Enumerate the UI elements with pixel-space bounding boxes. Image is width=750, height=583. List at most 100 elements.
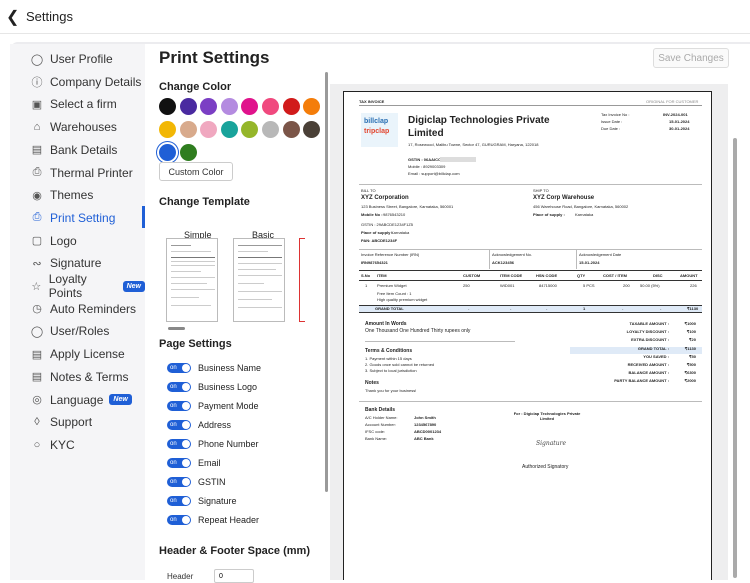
color-swatch[interactable]	[262, 121, 279, 138]
panel-resize-handle[interactable]	[325, 72, 328, 492]
toggle-on-text: on	[170, 478, 177, 485]
sidebar-item-auto-reminders[interactable]: ◷ Auto Reminders	[30, 298, 145, 320]
toggle-knob	[182, 477, 190, 486]
summary-value: ₹1000	[684, 321, 696, 326]
template-scrollbar[interactable]	[168, 327, 185, 330]
sidebar-item-loyalty-points[interactable]: ☆ Loyalty Points New	[30, 272, 145, 300]
toggle-switch[interactable]: on	[167, 400, 191, 411]
toggle-label: Address	[198, 419, 232, 430]
col-custom: CUSTOM	[463, 273, 481, 278]
summary-label: LOYALTY DISCOUNT :	[626, 329, 669, 335]
summary-label: TAXABLE AMOUNT :	[629, 321, 669, 326]
meta-value-1: 15-01-2024	[669, 119, 690, 124]
sidebar-item-user-profile[interactable]: ◯ User Profile	[30, 48, 145, 70]
color-swatch[interactable]	[241, 121, 259, 138]
toggle-row-signature: on Signature	[167, 493, 237, 508]
toggle-switch[interactable]: on	[167, 438, 191, 449]
col-hsn: HSN CODE	[536, 273, 558, 278]
color-swatch[interactable]	[179, 98, 197, 115]
sidebar-item-support[interactable]: ◊ Support	[30, 411, 145, 433]
bill-to-address: 123 Business Street, Bangalore, Karnatak…	[361, 204, 454, 209]
toggle-knob	[182, 401, 190, 410]
ship-to-address: 456 Warehouse Road, Bangalore, Karnataka…	[533, 204, 629, 209]
page-title: Print Settings	[159, 48, 270, 67]
grand-total-row	[359, 305, 702, 313]
save-changes-button[interactable]: Save Changes	[653, 48, 729, 68]
color-swatch[interactable]	[282, 121, 300, 138]
toggle-label: Repeat Header	[198, 514, 260, 525]
toggle-switch[interactable]: on	[167, 362, 191, 373]
bill-to-gstin: GSTIN : 29ABCDE1234F1Z5	[361, 222, 414, 227]
toggle-switch[interactable]: on	[167, 514, 191, 525]
warehouse-icon: ⌂	[33, 121, 41, 134]
sidebar-item-apply-license[interactable]: ▤ Apply License	[30, 343, 145, 365]
sidebar-item-bank-details[interactable]: ▤ Bank Details	[30, 139, 145, 161]
sidebar-item-language[interactable]: ◎ Language New	[30, 389, 145, 411]
color-swatch[interactable]	[241, 98, 259, 115]
summary-highlight	[570, 347, 702, 354]
color-swatch[interactable]	[220, 98, 238, 115]
preview-scrollbar[interactable]	[733, 138, 737, 578]
header-space-input[interactable]	[214, 569, 254, 583]
sidebar-item-kyc[interactable]: ○ KYC	[30, 434, 145, 456]
sidebar-item-warehouses[interactable]: ⌂ Warehouses	[30, 116, 145, 138]
color-swatch[interactable]	[200, 121, 218, 138]
color-swatch[interactable]	[262, 98, 279, 115]
sidebar-item-logo[interactable]: ▢ Logo	[30, 230, 145, 252]
row-code: WID001	[500, 283, 515, 288]
sidebar-item-label: Apply License	[50, 347, 125, 362]
meta-label-1: Issue Date :	[601, 119, 623, 124]
template-basic-thumb[interactable]	[233, 238, 285, 322]
sidebar-item-signature[interactable]: ∾ Signature	[30, 252, 145, 274]
color-swatch[interactable]	[303, 121, 321, 138]
sidebar-item-themes[interactable]: ◉ Themes	[30, 184, 145, 206]
sidebar-item-user-roles[interactable]: ◯ User/Roles	[30, 320, 145, 342]
row-disc: 50.00 (5%)	[640, 283, 660, 288]
template-simple-thumb[interactable]	[166, 238, 218, 322]
color-swatch[interactable]	[159, 121, 176, 138]
col-amount: AMOUNT	[680, 273, 698, 278]
template-carousel[interactable]: Simple Basic	[159, 218, 305, 330]
image-icon: ▢	[31, 235, 43, 248]
sidebar-item-select-a-firm[interactable]: ▣ Select a firm	[30, 93, 145, 115]
toggle-switch[interactable]: on	[167, 381, 191, 392]
sidebar-item-thermal-printer[interactable]: ⎙ Thermal Printer	[30, 162, 145, 184]
ship-to-name: XYZ Corp Warehouse	[533, 195, 595, 201]
company-mobile: Mobile : 8929003309	[408, 164, 446, 169]
toggle-row-phone-number: on Phone Number	[167, 436, 259, 451]
change-color-title: Change Color	[159, 81, 232, 93]
color-swatch[interactable]	[179, 144, 197, 161]
toggle-switch[interactable]: on	[167, 476, 191, 487]
template-next-thumb[interactable]	[299, 238, 305, 322]
sidebar-item-label: Bank Details	[50, 142, 118, 157]
irn-value: IRN987654321	[361, 260, 388, 265]
invoice-document	[343, 91, 712, 580]
company-gstin: GSTIN : 06AAICC	[408, 157, 441, 162]
toggle-switch[interactable]: on	[167, 419, 191, 430]
sidebar-item-company-details[interactable]: ⓘ Company Details	[30, 71, 145, 93]
toggle-switch[interactable]: on	[167, 457, 191, 468]
toggle-switch[interactable]: on	[167, 495, 191, 506]
color-swatch[interactable]	[200, 98, 218, 115]
settings-title: Settings	[26, 9, 73, 24]
col-sno: S.No	[361, 273, 371, 278]
row-sub-2: High quality premium widget	[377, 297, 428, 302]
bill-to-title: BILL TO	[361, 188, 376, 193]
top-bar: ❮ Settings	[0, 0, 750, 34]
row-sub-1: Free Item Count : 1	[377, 291, 412, 296]
color-swatch[interactable]	[220, 121, 238, 138]
color-swatch[interactable]	[179, 121, 197, 138]
sidebar-item-notes-terms[interactable]: ▤ Notes & Terms	[30, 366, 145, 388]
authorized-signatory: Authorized Signatory	[522, 464, 569, 470]
color-swatch[interactable]	[159, 98, 176, 115]
color-swatch[interactable]	[282, 98, 300, 115]
sidebar-item-print-setting[interactable]: ⎙ Print Setting	[30, 207, 145, 229]
info-icon: ⓘ	[31, 76, 43, 89]
color-swatch[interactable]	[303, 98, 321, 115]
color-swatch[interactable]	[159, 144, 176, 161]
chevron-left-icon[interactable]: ❮	[6, 8, 20, 26]
toggle-row-payment-mode: on Payment Mode	[167, 398, 259, 413]
custom-color-button[interactable]: Custom Color	[159, 162, 233, 181]
sidebar-item-label: Thermal Printer	[50, 165, 133, 180]
toggle-row-address: on Address	[167, 417, 231, 432]
